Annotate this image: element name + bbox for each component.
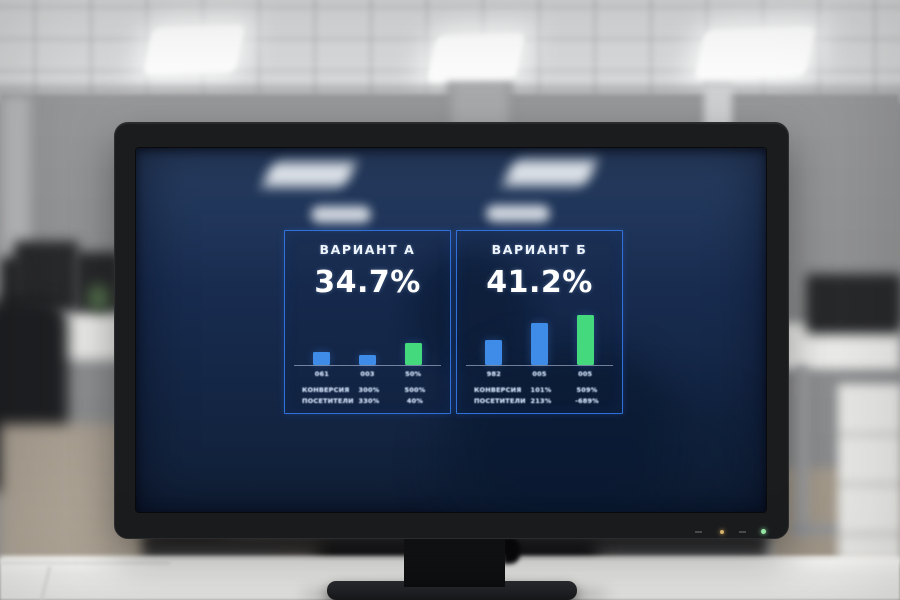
status-led: [720, 530, 724, 534]
light-reflection: [261, 162, 357, 187]
metric-value: -689%: [575, 396, 599, 405]
metric-value: 509%: [576, 386, 598, 394]
desk-leg-runner: [792, 524, 878, 535]
bezel-button-mark: [739, 531, 746, 533]
table-row: КОНВЕРСИЯ 101% 509%: [474, 385, 612, 396]
bar-chart: [471, 309, 608, 365]
power-led: [761, 529, 766, 534]
metric-value: 40%: [406, 396, 424, 405]
bar-labels: 061 003 50%: [299, 370, 436, 378]
panel-variant-a: ВАРИАНТ А 34.7% 061 003 50%: [284, 230, 451, 414]
background-monitor: [806, 274, 900, 334]
panel-variant-b: ВАРИАНТ Б 41.2% 982 005 005: [456, 230, 623, 414]
bar-label: 005: [532, 370, 547, 378]
table-row: ПОСЕТИТЕЛИ 330% 40%: [302, 396, 440, 407]
metric-label: КОНВЕРСИЯ: [302, 386, 350, 394]
bar: [576, 314, 594, 365]
bar-label: 003: [360, 370, 375, 378]
monitor: ВАРИАНТ А 34.7% 061 003 50%: [114, 122, 789, 539]
ceiling-light: [694, 26, 816, 80]
axis-line: [466, 365, 613, 366]
monitor-stand-base: [327, 581, 577, 600]
metrics-table: КОНВЕРСИЯ 101% 509% ПОСЕТИТЕЛИ 213% -689…: [474, 385, 612, 406]
table-row: ПОСЕТИТЕЛИ 213% -689%: [474, 396, 612, 407]
conversion-value: 34.7%: [314, 265, 421, 300]
screen-content: ВАРИАНТ А 34.7% 061 003 50%: [136, 148, 766, 512]
light-reflection: [486, 205, 550, 222]
bar: [313, 351, 331, 365]
conversion-value: 41.2%: [486, 265, 593, 300]
desk-seam: [0, 562, 170, 564]
person-silhouette-reflection: [431, 383, 761, 512]
monitor-stand-neck: [404, 535, 505, 587]
metric-label: ПОСЕТИТЕЛИ: [302, 396, 354, 405]
panel-title: ВАРИАНТ Б: [491, 242, 588, 257]
bar-label: 50%: [405, 370, 422, 378]
metrics-table: КОНВЕРСИЯ 300% 500% ПОСЕТИТЕЛИ 330% 40%: [302, 385, 440, 406]
ceiling-light: [142, 24, 246, 76]
ceiling-light: [426, 32, 526, 84]
axis-line: [294, 365, 441, 366]
bar: [531, 323, 548, 365]
metric-value: 300%: [358, 386, 380, 394]
person-silhouette-reflection: [458, 344, 673, 512]
metric-value: 213%: [530, 396, 552, 405]
metric-label: ПОСЕТИТЕЛИ: [474, 396, 526, 405]
metric-value: 500%: [404, 386, 426, 394]
bar: [485, 339, 503, 365]
monitor-cable: [503, 538, 520, 564]
metric-value: 101%: [530, 386, 552, 394]
light-reflection: [311, 206, 371, 223]
bar-label: 982: [486, 370, 501, 378]
monitor-screen: ВАРИАНТ А 34.7% 061 003 50%: [136, 148, 766, 512]
bar: [359, 355, 376, 365]
bar-labels: 982 005 005: [471, 370, 608, 378]
table-row: КОНВЕРСИЯ 300% 500%: [302, 385, 440, 396]
panel-title: ВАРИАНТ А: [319, 242, 416, 257]
bar-label: 061: [314, 370, 329, 378]
bar-chart: [299, 309, 436, 365]
desk-leg: [796, 366, 808, 534]
bezel-button-mark: [695, 531, 702, 533]
metric-label: КОНВЕРСИЯ: [474, 386, 522, 394]
desk-plant: [88, 284, 110, 312]
drawer-pedestal: [838, 384, 900, 562]
light-reflection: [502, 160, 598, 186]
bar: [404, 343, 422, 365]
bar-label: 005: [578, 370, 593, 378]
metric-value: 330%: [358, 396, 380, 405]
